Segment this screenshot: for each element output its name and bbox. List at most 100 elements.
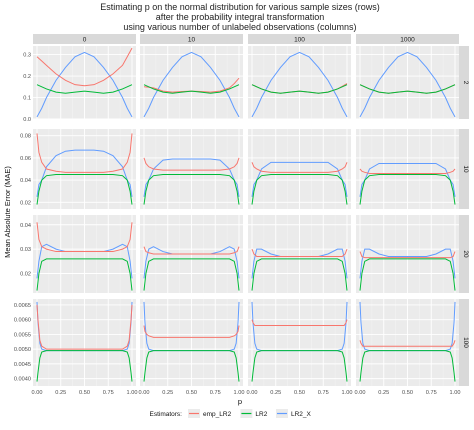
x-tick-label: 0.75 [318,390,329,396]
x-tick-label: 0.50 [402,390,413,396]
legend-entry-LR2: LR2 [255,411,267,418]
column-strip-100 [248,34,351,44]
series-line-emp_LR2 [251,162,348,173]
series-line-LR2_X [359,248,456,279]
column-strip-label-0: 0 [83,37,87,44]
row-strip-20 [459,215,469,293]
legend: Estimators: emp_LR2 LR2 LR2_X [149,409,312,418]
column-strip-label-1000: 1000 [400,37,415,44]
y-tick-label: 0.02 [20,200,31,206]
x-axis-label: p [238,397,242,406]
series-line-emp_LR2 [36,47,133,87]
x-tick-label: 0.75 [210,390,221,396]
series-line-emp_LR2 [251,319,348,327]
series-line-LR2_X [143,158,240,197]
series-line-LR2 [251,174,348,205]
y-tick-label: 0.0060 [14,318,31,324]
series-line-emp_LR2 [143,157,240,171]
series-line-emp_LR2 [143,325,240,338]
x-tick-label: 0.75 [103,390,114,396]
y-tick-label: 0.2 [23,74,31,80]
column-strip-label-100: 100 [294,37,305,44]
y-axis-label: Mean Absolute Error (MAE) [3,166,12,258]
y-tick-label: 0.3 [23,53,31,59]
y-tick-label: 0.0 [23,117,31,123]
series-line-LR2 [359,258,456,291]
x-tick-label: 0.00 [247,390,258,396]
series-line-LR2_X [36,149,133,197]
legend-title: Estimators: [149,411,182,418]
series-line-LR2_X [359,51,456,118]
x-tick-label: 1.00 [234,390,245,396]
series-line-LR2 [359,350,456,382]
y-tick-label: 0.04 [20,178,31,184]
series-line-LR2 [36,174,133,205]
series-line-emp_LR2 [36,304,133,350]
series-line-emp_LR2 [359,251,456,259]
series-line-LR2 [143,84,240,94]
y-tick-label: 0.1 [23,96,31,102]
chart-title: Estimating p on the normal distribution … [100,2,380,12]
column-strip-0 [33,34,136,44]
series-line-LR2 [359,84,456,94]
series-line-emp_LR2 [251,248,348,257]
series-line-emp_LR2 [36,222,133,253]
x-tick-label: 0.00 [355,390,366,396]
row-strip-10 [459,129,469,209]
column-strip-10 [140,34,243,44]
series-line-LR2_X [359,162,456,197]
row-strip-label-20: 20 [462,250,469,258]
x-tick-label: 0.00 [139,390,150,396]
x-tick-label: 0.50 [186,390,197,396]
series-line-LR2_X [251,161,348,197]
series-line-LR2 [143,174,240,205]
column-strip-1000 [356,34,459,44]
row-strip-label-2: 2 [462,81,469,85]
y-tick-label: 0.0045 [14,362,31,368]
chart-subtitle-line-1: after the probability integral transform… [156,12,325,22]
legend-entry-LR2_X: LR2_X [291,411,312,418]
series-line-LR2 [359,174,456,205]
column-strip-label-10: 10 [188,37,196,44]
y-tick-label: 0.04 [20,223,31,229]
legend-entry-emp_LR2: emp_LR2 [203,411,232,418]
series-line-LR2_X [36,51,133,118]
series-line-emp_LR2 [359,340,456,347]
x-tick-label: 0.25 [270,390,281,396]
series-line-emp_LR2 [359,168,456,174]
series-line-LR2_X [143,51,240,118]
series-line-emp_LR2 [143,246,240,255]
y-tick-label: 0.0055 [14,332,31,338]
y-tick-label: 0.03 [20,247,31,253]
series-line-LR2 [143,258,240,291]
row-strip-label-100: 100 [462,337,469,348]
row-strip-2 [459,46,469,119]
series-line-LR2_X [251,51,348,118]
x-tick-label: 0.50 [294,390,305,396]
x-tick-label: 0.25 [378,390,389,396]
series-line-LR2 [36,258,133,291]
y-tick-label: 0.06 [20,156,31,162]
series-line-LR2 [36,84,133,94]
series-line-emp_LR2 [36,133,133,173]
facet-panels: 0 10 100 1000 2 0.0 0.1 0.2 0.3 10 0.02 0.04 0.06 0.0… [14,34,469,396]
x-tick-label: 0.75 [426,390,437,396]
y-tick-label: 0.0050 [14,347,31,353]
x-tick-label: 1.00 [342,390,353,396]
x-tick-label: 0.25 [162,390,173,396]
series-line-LR2 [251,258,348,291]
series-line-LR2 [143,350,240,382]
x-tick-label: 0.00 [32,390,43,396]
series-line-LR2 [251,350,348,382]
y-tick-label: 0.0040 [14,377,31,383]
y-tick-label: 0.0065 [14,303,31,309]
x-tick-label: 1.00 [450,390,461,396]
x-tick-label: 0.50 [79,390,90,396]
x-tick-label: 0.25 [55,390,66,396]
y-tick-label: 0.08 [20,134,31,140]
x-tick-label: 1.00 [127,390,138,396]
chart-subtitle-line-2: using various number of unlabeled observ… [123,22,356,32]
series-line-LR2 [36,350,133,382]
series-line-LR2 [251,84,348,94]
